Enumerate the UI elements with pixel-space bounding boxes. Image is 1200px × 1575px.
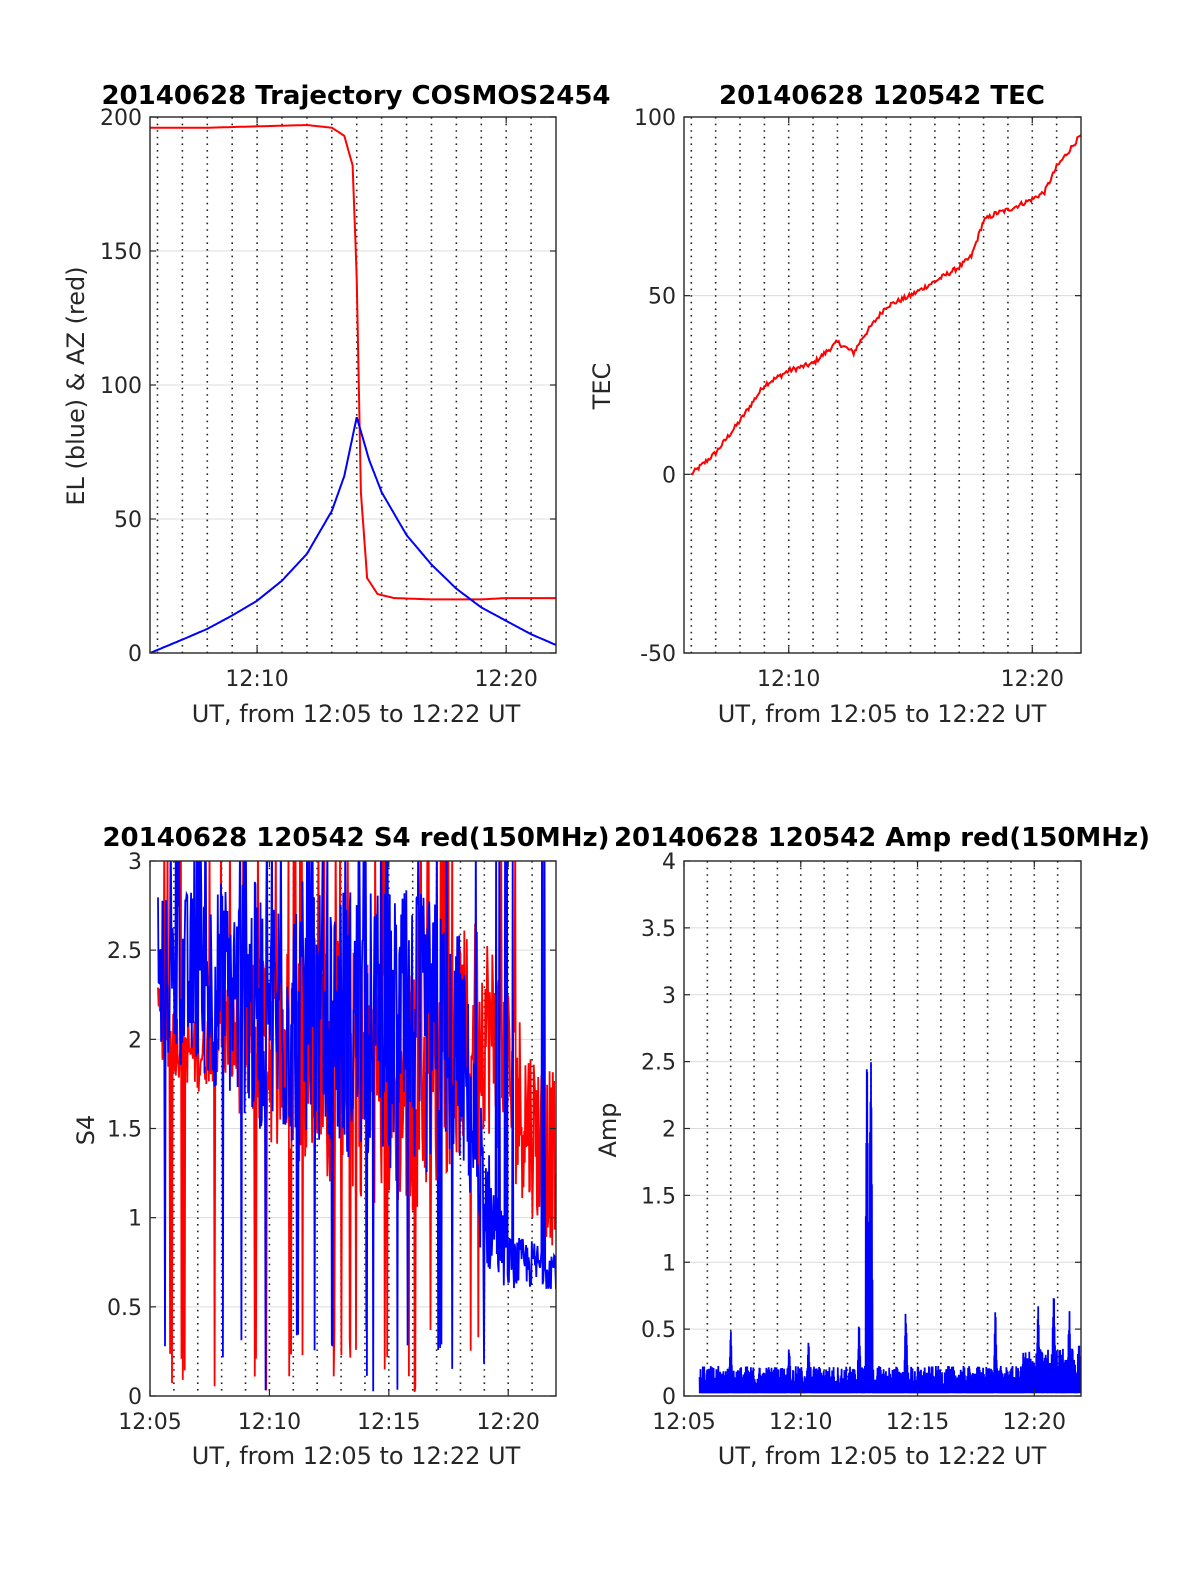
plot-area-trajectory: 0 50 100 150 200 12:10 12:20: [100, 106, 557, 692]
y-tick-label: 100: [634, 106, 676, 131]
plot-area-amp: 0 0.5 1 1.5 2 2.5 3 3.5 4 12:05 12:10 12:15 12:20: [641, 850, 1082, 1435]
ylabel-amp: Amp: [594, 1102, 622, 1157]
plot-area-tec: -50 0 50 100 12:10 12:20: [634, 106, 1082, 692]
x-tick-label: 12:15: [357, 1410, 420, 1435]
y-tick-label: 50: [114, 508, 142, 533]
xlabel-amp: UT, from 12:05 to 12:22 UT: [718, 1442, 1047, 1470]
y-tick-label: 100: [100, 374, 142, 399]
x-tick-label: 12:20: [477, 1410, 540, 1435]
title-tec: 20140628 120542 TEC: [719, 81, 1045, 111]
ylabel-trajectory: EL (blue) & AZ (red): [62, 266, 90, 505]
y-tick-label: 0.5: [641, 1318, 676, 1343]
x-tick-label: 12:15: [886, 1410, 949, 1435]
y-tick-label: 1.5: [641, 1184, 676, 1209]
y-tick-label: 2.5: [641, 1051, 676, 1076]
x-tick-label: 12:10: [757, 667, 820, 692]
x-tick-label: 12:10: [225, 667, 288, 692]
series-line-trajectory-1: [150, 416, 556, 653]
x-tick-label: 12:20: [1003, 1410, 1066, 1435]
x-tick-label: 12:20: [474, 667, 537, 692]
y-tick-label: 3.5: [641, 917, 676, 942]
y-tick-label: 2.5: [107, 939, 142, 964]
y-tick-label: 50: [648, 285, 676, 310]
y-tick-label: 3: [662, 984, 676, 1009]
title-trajectory: 20140628 Trajectory COSMOS2454: [101, 81, 610, 111]
xlabel-s4: UT, from 12:05 to 12:22 UT: [192, 1442, 521, 1470]
y-tick-label: 1.5: [107, 1118, 142, 1143]
y-tick-label: 2: [128, 1028, 142, 1053]
y-tick-label: 4: [662, 850, 676, 875]
x-tick-label: 12:10: [238, 1410, 301, 1435]
x-tick-label: 12:10: [769, 1410, 832, 1435]
series-line-s4-1: [157, 861, 556, 1392]
series-line-amp-0: [698, 1062, 1081, 1394]
axes-frame: [683, 116, 1082, 654]
y-tick-label: 1: [662, 1251, 676, 1276]
xlabel-tec: UT, from 12:05 to 12:22 UT: [718, 700, 1047, 728]
title-amp: 20140628 120542 Amp red(150MHz): [614, 823, 1150, 853]
y-tick-label: 3: [128, 850, 142, 875]
series-line-trajectory-0: [150, 123, 556, 601]
title-s4: 20140628 120542 S4 red(150MHz): [102, 823, 609, 853]
y-tick-label: 150: [100, 240, 142, 265]
ylabel-s4: S4: [72, 1115, 100, 1146]
x-tick-label: 12:05: [118, 1410, 181, 1435]
y-tick-label: 1: [128, 1207, 142, 1232]
panel-s4: 20140628 120542 S4 red(150MHz) 0 0.5 1 1.5 2…: [72, 823, 610, 1470]
y-tick-label: 0: [128, 642, 142, 667]
xlabel-trajectory: UT, from 12:05 to 12:22 UT: [192, 700, 521, 728]
y-tick-label: 0: [662, 1385, 676, 1410]
ylabel-tec: TEC: [588, 363, 616, 411]
y-tick-label: 0.5: [107, 1296, 142, 1321]
panel-amp: 20140628 120542 Amp red(150MHz) 0 0.5 1 1.5…: [594, 823, 1150, 1470]
series-line-tec-0: [690, 134, 1081, 476]
y-tick-label: -50: [640, 642, 676, 667]
x-tick-label: 12:05: [652, 1410, 715, 1435]
y-tick-label: 0: [662, 463, 676, 488]
plot-area-s4: 0 0.5 1 1.5 2 2.5 3 12:05 12:10 12:15 12:20: [107, 850, 557, 1435]
x-tick-label: 12:20: [1001, 667, 1064, 692]
y-tick-label: 0: [128, 1385, 142, 1410]
panel-trajectory: 20140628 Trajectory COSMOS2454 0 50 100 150…: [62, 81, 611, 728]
y-tick-label: 200: [100, 106, 142, 131]
y-tick-label: 2: [662, 1118, 676, 1143]
